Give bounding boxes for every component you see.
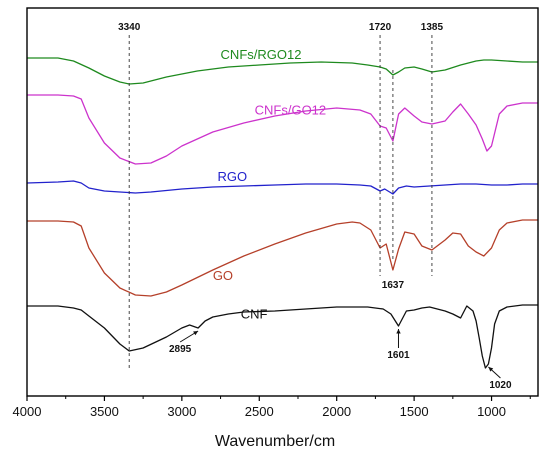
peak-label-0: 2895 [169,344,192,355]
reference-label-3: 1385 [421,22,444,33]
series-line-4 [27,304,538,369]
x-tick-label-2: 3000 [167,404,196,419]
series-line-1 [27,94,538,165]
series-label-4: CNF [241,306,268,321]
x-tick-label-0: 4000 [13,404,42,419]
x-tick-label-1: 3500 [90,404,119,419]
plot-frame [26,7,539,397]
series-label-2: RGO [217,169,247,184]
peak-label-2: 1020 [489,380,512,391]
peak-arrowhead-2 [488,367,494,372]
series-label-0: CNFs/RGO12 [221,47,302,62]
x-axis: 4000 3500 3000 2500 2000 1500 1000 [13,396,531,419]
x-tick-label-6: 1000 [477,404,506,419]
series-line-2 [26,180,538,195]
peak-arrowhead-1 [396,329,401,334]
x-tick-label-3: 2500 [245,404,274,419]
reference-label-2: 1637 [382,280,405,291]
annotation-layer: 2895 1601 1020 [169,329,512,391]
x-axis-title: Wavenumber/cm [215,433,335,450]
x-tick-label-5: 1500 [400,404,429,419]
series-label-1: CNFs/GO12 [255,103,327,118]
series-line-3 [27,219,538,297]
peak-arrowhead-0 [193,331,199,336]
reference-label-1: 1720 [369,22,392,33]
series-line-0 [27,57,538,85]
peak-label-1: 1601 [387,350,410,361]
reference-label-0: 3340 [118,22,141,33]
series-label-3: GO [213,268,233,283]
reference-line-layer: 3340 1720 1637 1385 [118,22,443,370]
series-layer: CNFs/RGO12 CNFs/GO12 RGO GO CNF [26,47,538,369]
x-tick-label-4: 2000 [322,404,351,419]
